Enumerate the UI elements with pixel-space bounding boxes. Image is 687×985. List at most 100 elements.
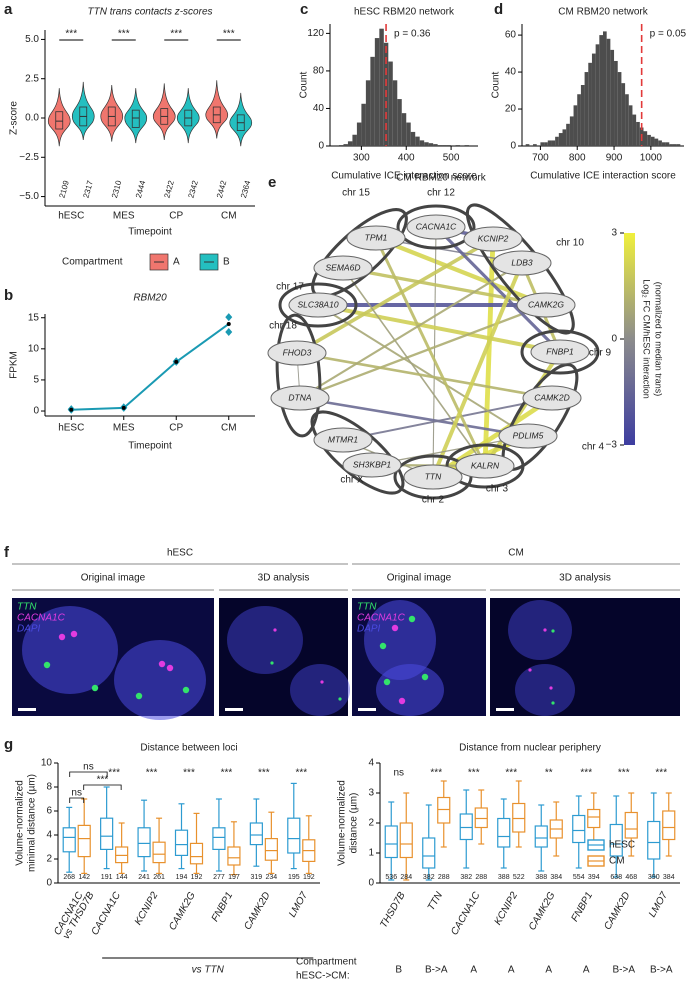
bar [551,140,556,146]
colorbar-label: Log₂ FC CM/hESC interaction [642,279,652,399]
bar [599,35,603,146]
box [249,822,263,846]
network-edge [432,226,437,478]
x-tick-label: FNBP1 [210,890,236,923]
significance-label: *** [580,768,592,779]
scale-bar [225,708,243,711]
count-label: 536 [385,874,397,881]
y-axis-label: Count [491,71,502,98]
micrograph [490,598,680,716]
count-label: 390 [648,874,660,881]
significance-label: *** [108,768,120,779]
nucleus [290,664,350,716]
x-tick-label: 300 [353,153,370,164]
significance-label: *** [223,29,235,40]
fish-spot [398,697,406,705]
y-tick-label: 2.5 [25,73,39,84]
nucleus [364,600,436,680]
bar [665,142,670,146]
fish-spot [421,673,429,681]
x-tick-label: CAMK2G [167,890,198,932]
fish-spot [91,684,99,692]
image-label: Original image [387,573,452,584]
x-tick-label: CM [221,423,237,434]
count-label: 382 [423,874,435,881]
violin [229,92,253,147]
y-tick-label: 0 [33,406,39,417]
bar [352,134,357,146]
bar [415,136,420,146]
count-label: 384 [550,874,562,881]
violin [205,80,229,139]
nucleus [114,640,206,720]
panel-label: d [494,1,503,18]
y-tick-label: 6 [46,806,52,817]
fish-spot [379,642,387,650]
y-tick-label: −2.5 [19,152,39,163]
network-edge [342,397,553,441]
significance-label: *** [655,768,667,779]
significance-label: *** [118,29,130,40]
chart-title: hESC RBM20 network [354,7,455,18]
legend-label: CM [609,856,625,867]
nucleus [515,664,575,716]
panel-label: g [4,736,13,753]
x-tick-label: THSD7B [378,890,407,930]
network-edge [342,266,547,307]
bar [540,142,545,146]
x-axis-label: Cumulative ICE interaction score [331,171,477,182]
bar [643,131,648,146]
box [174,829,189,857]
violin [176,88,200,144]
count-label: 284 [400,874,412,881]
box [100,817,114,851]
node-label: SEMA6D [326,262,361,272]
bar [672,144,677,146]
count-label: 194 [176,874,188,881]
fish-spot [320,680,324,684]
fish-spot [528,668,532,672]
nucleus [22,606,118,694]
x-tick-label: 1000 [640,153,663,164]
bar [562,129,567,146]
count-label: 394 [588,874,600,881]
network-title: CM RBM20 network [396,173,486,184]
compartment-label: hESC->CM: [296,971,350,982]
bar [433,144,438,146]
mean-point [121,405,126,410]
y-tick-label: −5.0 [19,191,39,202]
compartment-value: A [583,965,590,976]
fish-spot [383,678,391,686]
box [212,827,226,850]
bracket [69,771,108,777]
node-label: CAMK2G [528,299,564,309]
bracket [83,784,122,790]
bar [347,141,353,146]
compartment-value: A [470,965,477,976]
chromosome-label: chr X [340,475,364,486]
network-edge [317,303,561,354]
network-node [346,225,406,251]
x-tick-label: TTN [426,890,446,913]
box [62,827,76,853]
significance-label: ns [393,768,404,779]
node-label: LDB3 [511,257,533,267]
x-tick-label: CP [169,423,183,434]
box [384,825,398,859]
fish-spot [543,628,547,632]
bar [533,144,537,146]
violin [100,84,124,142]
x-tick-label: 800 [569,153,586,164]
x-tick-label: CACNA1C [449,890,483,938]
node-label: FHOD3 [283,347,312,357]
bar [464,145,470,146]
fish-spot [135,692,143,700]
bar [437,145,443,146]
network-node [406,214,466,240]
bar [603,31,607,147]
y-tick-label: 40 [505,67,517,78]
bar [614,60,618,146]
network-node [463,226,523,252]
bar [544,142,548,146]
chart-title: Distance from nuclear periphery [459,743,601,754]
